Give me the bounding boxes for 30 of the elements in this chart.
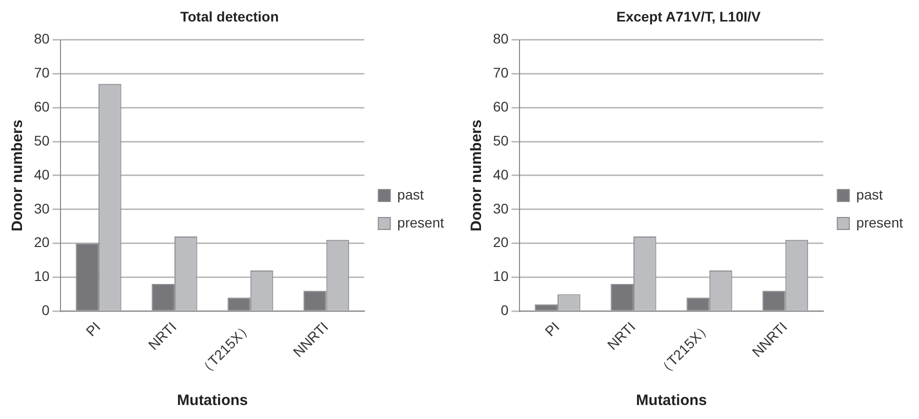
x-axis-title: Mutations — [636, 392, 707, 410]
y-tick-label: 50 — [492, 132, 509, 148]
y-tick-label: 20 — [34, 234, 50, 250]
y-tick-label: 20 — [492, 234, 509, 250]
y-tick-label: 60 — [492, 98, 509, 114]
chart-title: Except A71V/T, L10I/V — [616, 8, 762, 24]
y-tick-label: 80 — [34, 30, 50, 47]
y-tick-label: 30 — [492, 200, 509, 216]
y-axis-title: Donor numbers — [9, 120, 26, 232]
chart-title: Total detection — [180, 8, 279, 24]
y-tick-label: 10 — [34, 268, 50, 284]
y-tick-label: 40 — [34, 166, 50, 182]
x-tick-label: PI — [542, 318, 562, 340]
y-tick-label: 60 — [34, 98, 50, 114]
y-tick-label: 50 — [34, 132, 50, 148]
x-axis-title: Mutations — [177, 392, 248, 410]
legend-label: past — [397, 186, 424, 202]
y-tick-label: 0 — [500, 302, 509, 318]
y-tick-label: 30 — [34, 200, 50, 216]
x-tick-label: PI — [82, 318, 104, 340]
legend-label: present — [856, 214, 904, 230]
y-tick-label: 70 — [492, 64, 509, 81]
y-tick-label: 10 — [492, 268, 509, 284]
y-tick-label: 80 — [492, 30, 509, 47]
legend-label: present — [397, 214, 444, 230]
legend-label: past — [856, 186, 883, 202]
y-tick-label: 40 — [492, 166, 509, 182]
y-tick-label: 0 — [42, 302, 50, 318]
y-tick-label: 70 — [34, 64, 50, 81]
y-axis-title: Donor numbers — [468, 120, 486, 232]
